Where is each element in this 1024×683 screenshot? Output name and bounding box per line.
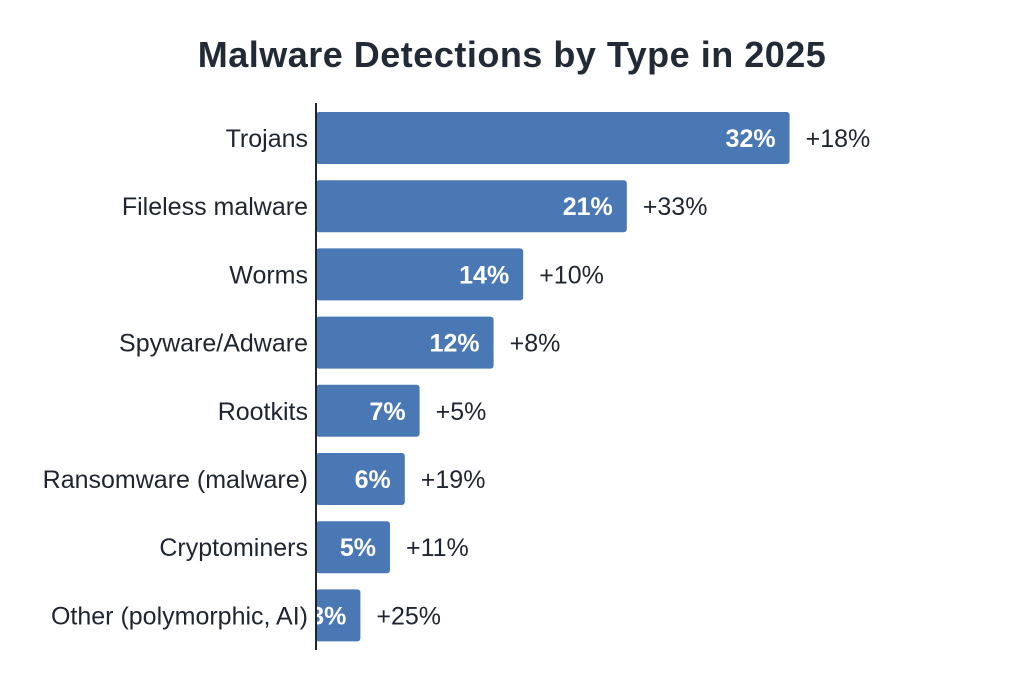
bar-value-label: 12% — [430, 330, 480, 358]
chart-title: Malware Detections by Type in 2025 — [197, 34, 827, 75]
category-label: Rootkits — [218, 398, 308, 426]
bar — [316, 180, 627, 233]
bar-value-label: 7% — [369, 398, 405, 426]
bar-value-label: 5% — [340, 534, 376, 562]
bar — [316, 112, 790, 164]
change-label: +25% — [376, 602, 441, 630]
change-label: +18% — [806, 125, 871, 153]
change-label: +8% — [510, 330, 561, 358]
category-label: Ransomware (malware) — [43, 466, 308, 494]
bar-value-label: 6% — [355, 466, 391, 494]
category-label: Other (polymorphic, AI) — [51, 602, 308, 630]
change-label: +19% — [421, 466, 486, 494]
bar-value-label: 21% — [563, 193, 613, 221]
category-label: Cryptominers — [159, 534, 308, 562]
category-label: Fileless malware — [122, 193, 308, 221]
bar-value-label: 14% — [459, 261, 509, 289]
change-label: +5% — [436, 398, 487, 426]
category-label: Worms — [229, 261, 308, 289]
bar — [316, 384, 420, 437]
category-label: Spyware/Adware — [119, 330, 308, 358]
bar — [316, 316, 494, 369]
category-label: Trojans — [226, 125, 308, 153]
change-label: +10% — [539, 261, 604, 289]
bars-layer: Trojans 32% +18% Fileless malware 21% +33% Wor… — [43, 112, 871, 642]
bar — [316, 248, 524, 301]
change-label: +33% — [643, 193, 708, 221]
bar — [316, 453, 405, 505]
bar — [316, 589, 361, 642]
bar — [316, 521, 390, 574]
change-label: +11% — [406, 534, 469, 562]
bar-value-label: 32% — [726, 125, 776, 153]
